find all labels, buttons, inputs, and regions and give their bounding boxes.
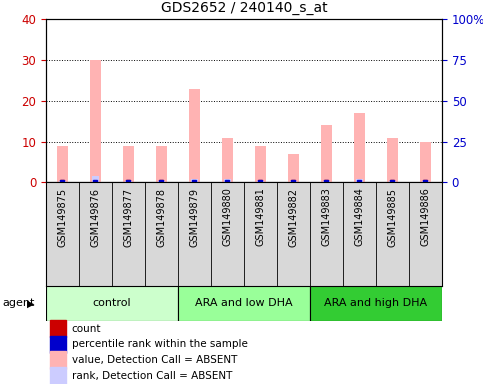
Bar — [422, 181, 428, 182]
Text: GSM149881: GSM149881 — [256, 188, 266, 247]
FancyBboxPatch shape — [178, 286, 310, 321]
Bar — [224, 179, 230, 182]
Text: GSM149878: GSM149878 — [156, 188, 167, 247]
Bar — [123, 146, 134, 182]
Text: count: count — [71, 324, 101, 334]
Bar — [222, 137, 233, 182]
Text: GSM149885: GSM149885 — [387, 188, 398, 247]
Text: GSM149882: GSM149882 — [288, 188, 298, 247]
Text: rank, Detection Call = ABSENT: rank, Detection Call = ABSENT — [71, 371, 232, 381]
Text: GSM149879: GSM149879 — [189, 188, 199, 247]
Bar — [191, 179, 198, 182]
Bar — [255, 146, 266, 182]
Text: GSM149884: GSM149884 — [355, 188, 365, 247]
Bar — [257, 181, 264, 182]
Text: GSM149883: GSM149883 — [321, 188, 331, 247]
Text: agent: agent — [2, 298, 35, 308]
Text: GSM149875: GSM149875 — [57, 188, 68, 247]
Text: value, Detection Call = ABSENT: value, Detection Call = ABSENT — [71, 355, 237, 365]
Text: control: control — [93, 298, 131, 308]
Text: GSM149880: GSM149880 — [222, 188, 232, 247]
Bar — [288, 154, 299, 182]
Bar — [389, 181, 396, 182]
FancyBboxPatch shape — [46, 286, 178, 321]
Text: GSM149886: GSM149886 — [420, 188, 430, 247]
Bar — [321, 125, 332, 182]
Bar — [323, 181, 329, 182]
Bar — [189, 89, 200, 182]
Bar — [356, 179, 363, 182]
Bar — [420, 142, 431, 182]
Bar — [156, 146, 167, 182]
Text: GSM149877: GSM149877 — [123, 188, 133, 247]
Bar — [125, 181, 131, 182]
Bar — [59, 181, 66, 182]
Bar — [90, 60, 101, 182]
Text: GSM149876: GSM149876 — [90, 188, 100, 247]
Text: ARA and high DHA: ARA and high DHA — [325, 298, 427, 308]
Bar — [387, 137, 398, 182]
Bar — [50, 367, 66, 384]
Bar — [50, 351, 66, 369]
Bar — [50, 320, 66, 338]
Text: percentile rank within the sample: percentile rank within the sample — [71, 339, 247, 349]
Bar — [92, 176, 99, 182]
FancyBboxPatch shape — [310, 286, 442, 321]
Title: GDS2652 / 240140_s_at: GDS2652 / 240140_s_at — [161, 2, 327, 15]
Bar — [158, 181, 165, 182]
Bar — [290, 181, 297, 182]
Text: ARA and low DHA: ARA and low DHA — [195, 298, 293, 308]
Text: ▶: ▶ — [27, 298, 34, 308]
Bar — [57, 146, 68, 182]
Bar — [354, 113, 365, 182]
Bar — [50, 336, 66, 353]
